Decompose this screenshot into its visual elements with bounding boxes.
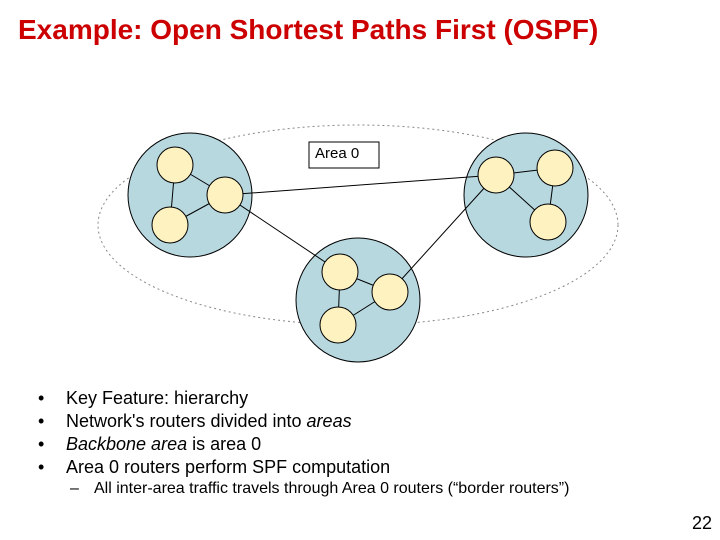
router-node xyxy=(320,307,356,343)
router-node xyxy=(537,150,573,186)
bullet-item: Key Feature: hierarchy xyxy=(38,388,569,409)
router-node xyxy=(207,177,243,213)
bullet-ul: Key Feature: hierarchyNetwork's routers … xyxy=(38,388,569,498)
router-node xyxy=(372,274,408,310)
bullet-item: Network's routers divided into areas xyxy=(38,411,569,432)
inter-link xyxy=(225,195,340,272)
area-circle xyxy=(464,133,588,257)
page-number: 22 xyxy=(692,513,712,534)
slide: Example: Open Shortest Paths First (OSPF… xyxy=(0,0,720,540)
bullet-item: Backbone area is area 0 xyxy=(38,434,569,455)
router-node xyxy=(322,254,358,290)
ospf-diagram: Area 0 xyxy=(0,0,720,380)
area-label-text: Area 0 xyxy=(315,145,359,162)
sub-bullet-item: All inter-area traffic travels through A… xyxy=(38,480,569,498)
bullet-item: Area 0 routers perform SPF computation xyxy=(38,457,569,478)
bullet-list: Key Feature: hierarchyNetwork's routers … xyxy=(38,388,569,498)
router-node xyxy=(530,204,566,240)
inter-link xyxy=(225,175,496,195)
router-node xyxy=(478,157,514,193)
router-node xyxy=(152,207,188,243)
router-node xyxy=(157,147,193,183)
